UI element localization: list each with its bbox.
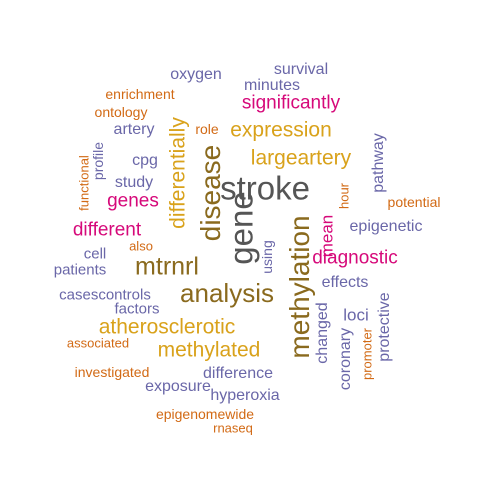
word-survival: survival: [273, 61, 329, 78]
word-investigated: investigated: [74, 364, 150, 380]
word-hyperoxia: hyperoxia: [210, 387, 280, 404]
word-coronary: coronary: [337, 327, 354, 391]
word-diagnostic: diagnostic: [312, 247, 398, 269]
word-significantly: significantly: [241, 92, 341, 114]
word-loci: loci: [343, 305, 369, 325]
word-hour: hour: [336, 182, 352, 210]
word-minutes: minutes: [243, 77, 301, 94]
word-factors: factors: [114, 300, 160, 318]
word-profile: profile: [90, 141, 106, 181]
word-rnaseq: rnaseq: [213, 420, 253, 436]
word-cell: cell: [83, 245, 107, 263]
word-mtrnrl: mtrnrl: [135, 252, 199, 281]
word-cpg: cpg: [132, 152, 158, 169]
word-also: also: [129, 238, 153, 254]
word-genes: genes: [107, 190, 159, 212]
word-associated: associated: [66, 335, 130, 351]
word-analysis: analysis: [180, 278, 274, 308]
word-enrichment: enrichment: [105, 86, 175, 102]
word-promoter: promoter: [359, 327, 375, 381]
word-epigenomewide: epigenomewide: [155, 406, 255, 422]
word-using: using: [259, 240, 275, 274]
word-study: study: [114, 174, 154, 191]
word-effects: effects: [321, 274, 369, 291]
word-disease: disease: [195, 144, 226, 242]
word-potential: potential: [387, 194, 441, 210]
word-artery: artery: [113, 121, 155, 138]
word-role: role: [195, 121, 219, 137]
word-casescontrols: casescontrols: [59, 286, 151, 304]
word-patients: patients: [53, 261, 107, 279]
word-functional: functional: [76, 155, 92, 211]
word-epigenetic: epigenetic: [349, 218, 423, 235]
word-protective: protective: [376, 292, 393, 362]
word-atherosclerotic: atherosclerotic: [98, 315, 236, 339]
word-expression: expression: [230, 118, 332, 142]
word-different: different: [72, 219, 142, 241]
word-oxygen: oxygen: [170, 66, 222, 83]
word-differentially: differentially: [166, 117, 190, 229]
word-stroke: stroke: [220, 169, 310, 207]
word-methylated: methylated: [157, 338, 261, 362]
word-ontology: ontology: [94, 104, 148, 120]
word-exposure: exposure: [145, 378, 211, 395]
word-largeartery: largeartery: [250, 146, 352, 170]
word-methylation: methylation: [284, 215, 315, 359]
word-gene: gene: [222, 191, 260, 265]
word-pathway: pathway: [370, 133, 387, 193]
word-changed: changed: [314, 302, 331, 364]
word-difference: difference: [203, 365, 273, 382]
